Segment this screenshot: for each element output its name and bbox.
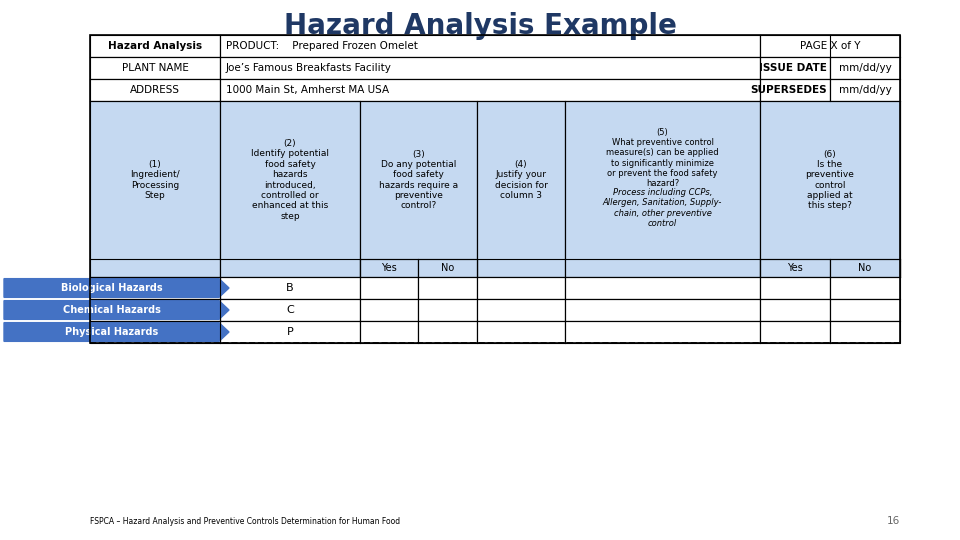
Text: Hazard Analysis: Hazard Analysis: [108, 41, 202, 51]
Text: PAGE X of Y: PAGE X of Y: [800, 41, 860, 51]
Bar: [477, 101, 565, 277]
Polygon shape: [4, 322, 229, 341]
Text: Yes: Yes: [787, 263, 803, 273]
Text: (3)
Do any potential
food safety
hazards require a
preventive
control?: (3) Do any potential food safety hazards…: [379, 150, 458, 211]
Bar: [360, 299, 418, 321]
Bar: [360, 277, 418, 299]
Text: (2)
Identify potential
food safety
hazards
introduced,
controlled or
enhanced at: (2) Identify potential food safety hazar…: [251, 139, 329, 221]
Bar: [360, 321, 418, 343]
Bar: [90, 79, 220, 101]
Bar: [220, 101, 360, 277]
Bar: [565, 299, 760, 321]
Bar: [565, 277, 760, 299]
Bar: [830, 79, 900, 101]
Bar: [418, 277, 477, 299]
Text: Chemical Hazards: Chemical Hazards: [62, 305, 160, 315]
Text: B: B: [286, 283, 294, 293]
Text: Physical Hazards: Physical Hazards: [65, 327, 158, 337]
Text: No: No: [441, 263, 454, 273]
Bar: [418, 299, 477, 321]
Bar: [90, 35, 900, 343]
Bar: [760, 277, 830, 299]
Text: Process including CCPs,
Allergen, Sanitation, Supply-
chain, other preventive
co: Process including CCPs, Allergen, Sanita…: [603, 188, 722, 228]
Bar: [220, 299, 360, 321]
Bar: [760, 259, 830, 277]
Text: PRODUCT:    Prepared Frozen Omelet: PRODUCT: Prepared Frozen Omelet: [226, 41, 418, 51]
Polygon shape: [4, 301, 229, 319]
Bar: [220, 57, 760, 79]
Text: Yes: Yes: [381, 263, 396, 273]
Bar: [565, 101, 760, 277]
Bar: [220, 79, 760, 101]
Text: SUPERSEDES: SUPERSEDES: [751, 85, 827, 95]
Text: FSPCA – Hazard Analysis and Preventive Controls Determination for Human Food: FSPCA – Hazard Analysis and Preventive C…: [90, 517, 400, 526]
Bar: [477, 277, 565, 299]
Text: 16: 16: [887, 516, 900, 526]
Bar: [760, 321, 830, 343]
Bar: [90, 57, 220, 79]
Text: C: C: [286, 305, 294, 315]
Bar: [830, 321, 900, 343]
Bar: [760, 299, 830, 321]
Bar: [90, 101, 220, 277]
Bar: [418, 321, 477, 343]
Bar: [90, 299, 220, 321]
Bar: [830, 57, 900, 79]
Text: No: No: [858, 263, 872, 273]
Bar: [477, 299, 565, 321]
Bar: [830, 277, 900, 299]
Text: (1)
Ingredient/
Processing
Step: (1) Ingredient/ Processing Step: [131, 160, 180, 200]
Bar: [418, 259, 477, 277]
Text: ISSUE DATE: ISSUE DATE: [759, 63, 827, 73]
Text: Biological Hazards: Biological Hazards: [60, 283, 162, 293]
Bar: [760, 57, 830, 79]
Text: PLANT NAME: PLANT NAME: [122, 63, 188, 73]
Bar: [90, 277, 220, 299]
Text: mm/dd/yy: mm/dd/yy: [839, 63, 892, 73]
Bar: [760, 79, 830, 101]
Bar: [760, 35, 900, 57]
Bar: [220, 321, 360, 343]
Bar: [360, 101, 477, 277]
Bar: [830, 259, 900, 277]
Text: (6)
Is the
preventive
control
applied at
this step?: (6) Is the preventive control applied at…: [805, 150, 854, 211]
Bar: [90, 321, 220, 343]
Bar: [760, 101, 900, 277]
Polygon shape: [4, 279, 229, 298]
Bar: [477, 321, 565, 343]
Text: 1000 Main St, Amherst MA USA: 1000 Main St, Amherst MA USA: [226, 85, 389, 95]
Bar: [220, 35, 760, 57]
Bar: [90, 35, 220, 57]
Bar: [360, 259, 418, 277]
Text: Joe’s Famous Breakfasts Facility: Joe’s Famous Breakfasts Facility: [226, 63, 392, 73]
Text: (4)
Justify your
decision for
column 3: (4) Justify your decision for column 3: [494, 160, 547, 200]
Text: mm/dd/yy: mm/dd/yy: [839, 85, 892, 95]
Text: (5)
What preventive control
measure(s) can be applied
to significantly minimize
: (5) What preventive control measure(s) c…: [606, 127, 719, 188]
Bar: [565, 321, 760, 343]
Bar: [220, 277, 360, 299]
Text: P: P: [287, 327, 294, 337]
Text: ADDRESS: ADDRESS: [130, 85, 180, 95]
Text: Hazard Analysis Example: Hazard Analysis Example: [283, 12, 677, 40]
Bar: [830, 299, 900, 321]
